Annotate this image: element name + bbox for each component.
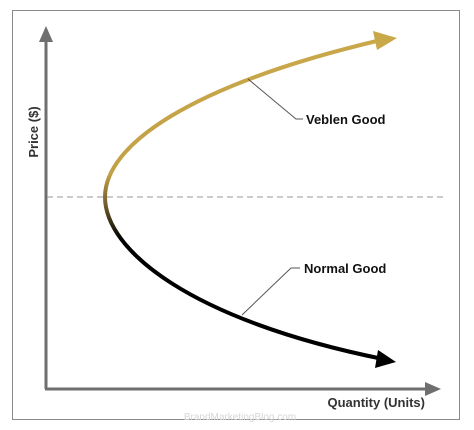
x-axis-arrowhead xyxy=(425,382,441,396)
veblen-arrowhead xyxy=(373,31,397,50)
y-axis-arrowhead xyxy=(39,26,53,42)
x-axis-title: Quantity (Units) xyxy=(328,395,426,410)
diagram-frame xyxy=(12,10,460,420)
normal-good-label: Normal Good xyxy=(304,261,386,276)
veblen-good-label: Veblen Good xyxy=(306,112,386,127)
watermark-text: BrandMarketingBlog.com xyxy=(184,412,296,423)
veblen-leader-line xyxy=(247,78,303,120)
y-axis-title: Price ($) xyxy=(26,106,41,157)
normal-arrowhead xyxy=(375,350,396,368)
demand-curve xyxy=(102,38,385,361)
normal-leader-line xyxy=(241,267,300,316)
